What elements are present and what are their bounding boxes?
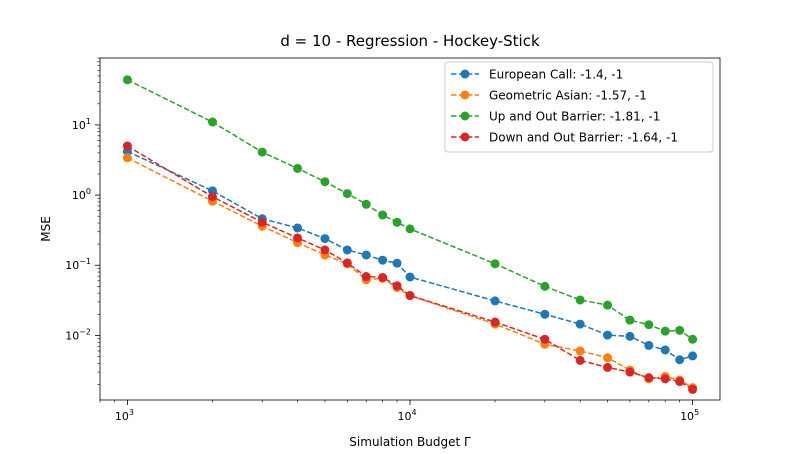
data-point bbox=[207, 117, 217, 127]
chart-title: d = 10 - Regression - Hockey-Stick bbox=[280, 32, 540, 50]
data-point bbox=[122, 141, 132, 151]
series-group bbox=[122, 75, 698, 394]
data-point bbox=[405, 291, 415, 301]
data-point bbox=[603, 330, 613, 340]
data-point bbox=[625, 331, 635, 341]
data-point bbox=[675, 355, 685, 365]
data-point bbox=[490, 296, 500, 306]
data-point bbox=[378, 255, 388, 265]
data-point bbox=[342, 189, 352, 199]
x-tick-label: 103 bbox=[115, 408, 134, 423]
data-point bbox=[207, 192, 217, 202]
data-point bbox=[293, 163, 303, 173]
x-tick-label: 104 bbox=[397, 408, 416, 423]
data-point bbox=[361, 250, 371, 260]
plot-area bbox=[99, 57, 721, 401]
data-point bbox=[392, 258, 402, 268]
data-point bbox=[575, 355, 585, 365]
data-point bbox=[122, 153, 132, 163]
data-point bbox=[320, 234, 330, 244]
data-point bbox=[575, 295, 585, 305]
data-point bbox=[540, 334, 550, 344]
series-1 bbox=[122, 146, 698, 365]
legend-label: Geometric Asian: -1.57, -1 bbox=[489, 89, 647, 103]
data-point bbox=[540, 281, 550, 291]
data-point bbox=[378, 272, 388, 282]
data-point bbox=[660, 345, 670, 355]
data-point bbox=[688, 334, 698, 344]
data-point bbox=[688, 351, 698, 361]
data-point bbox=[575, 319, 585, 329]
legend-box bbox=[444, 61, 714, 153]
legend-label: Up and Out Barrier: -1.81, -1 bbox=[489, 110, 660, 124]
data-point bbox=[644, 373, 654, 383]
legend-item: European Call: -1.4, -1 bbox=[451, 68, 623, 82]
legend-marker bbox=[460, 90, 470, 100]
data-point bbox=[361, 199, 371, 209]
legend-marker bbox=[460, 111, 470, 121]
y-tick-label: 10−1 bbox=[65, 257, 91, 272]
data-point bbox=[644, 340, 654, 350]
x-tick-label: 105 bbox=[680, 408, 699, 423]
y-tick-label: 101 bbox=[72, 117, 91, 132]
legend-label: Down and Out Barrier: -1.64, -1 bbox=[489, 131, 678, 145]
data-point bbox=[660, 374, 670, 384]
data-point bbox=[342, 245, 352, 255]
data-point bbox=[392, 281, 402, 291]
data-point bbox=[293, 223, 303, 233]
series-4 bbox=[122, 141, 698, 394]
data-point bbox=[675, 377, 685, 387]
data-point bbox=[603, 353, 613, 363]
data-point bbox=[378, 210, 388, 220]
data-point bbox=[122, 75, 132, 85]
data-point bbox=[405, 272, 415, 282]
data-point bbox=[625, 367, 635, 377]
data-point bbox=[320, 245, 330, 255]
data-point bbox=[490, 317, 500, 327]
data-point bbox=[405, 224, 415, 234]
data-point bbox=[675, 325, 685, 335]
data-point bbox=[540, 309, 550, 319]
legend-label: European Call: -1.4, -1 bbox=[489, 68, 623, 82]
legend-marker bbox=[460, 132, 470, 142]
y-tick-label: 10−2 bbox=[65, 327, 91, 342]
data-point bbox=[603, 300, 613, 310]
x-axis-ticks: 103 104 105 bbox=[99, 400, 699, 423]
data-point bbox=[342, 258, 352, 268]
data-point bbox=[257, 147, 267, 157]
series-3 bbox=[122, 75, 698, 344]
data-point bbox=[320, 177, 330, 187]
data-point bbox=[644, 320, 654, 330]
data-point bbox=[688, 384, 698, 394]
data-point bbox=[603, 362, 613, 372]
data-point bbox=[392, 217, 402, 227]
legend: European Call: -1.4, -1 Geometric Asian: … bbox=[444, 61, 714, 153]
y-tick-label: 100 bbox=[72, 187, 91, 202]
data-point bbox=[625, 315, 635, 325]
x-axis-label: Simulation Budget Γ bbox=[349, 435, 471, 449]
y-axis-label: MSE bbox=[39, 216, 53, 242]
series-line bbox=[127, 145, 693, 391]
legend-item: Down and Out Barrier: -1.64, -1 bbox=[451, 131, 678, 145]
data-point bbox=[293, 233, 303, 243]
series-line bbox=[127, 150, 693, 361]
data-point bbox=[575, 346, 585, 356]
legend-item: Up and Out Barrier: -1.81, -1 bbox=[451, 110, 660, 124]
data-point bbox=[490, 259, 500, 269]
data-point bbox=[257, 217, 267, 227]
data-point bbox=[361, 272, 371, 282]
legend-marker bbox=[460, 69, 470, 79]
y-axis-ticks: 10−2 10−1 100 101 bbox=[65, 57, 100, 385]
data-point bbox=[660, 326, 670, 336]
legend-item: Geometric Asian: -1.57, -1 bbox=[451, 89, 647, 103]
